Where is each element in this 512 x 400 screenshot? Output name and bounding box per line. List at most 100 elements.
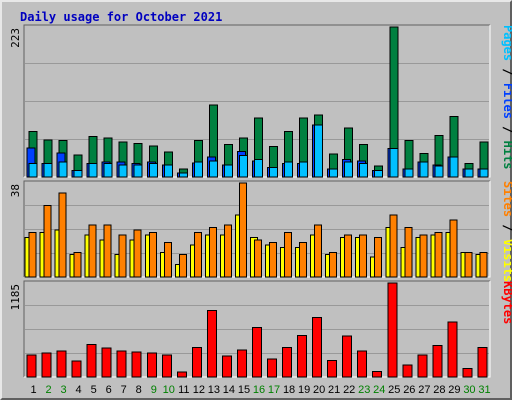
day-tick-label: 17 bbox=[268, 384, 280, 396]
kbytes-bar bbox=[462, 368, 473, 378]
kbytes-bar bbox=[161, 354, 172, 378]
sites-bar bbox=[479, 251, 488, 278]
pages-bar bbox=[314, 124, 324, 178]
pages-bar bbox=[329, 168, 339, 178]
day-tick-label: 8 bbox=[136, 384, 142, 396]
day-tick-label: 30 bbox=[463, 384, 475, 396]
sites-bar bbox=[359, 234, 368, 278]
pages-bar bbox=[73, 169, 83, 178]
kbytes-bar bbox=[101, 347, 112, 378]
kbytes-bar bbox=[447, 321, 458, 378]
kbytes-panel-edge-dark bbox=[23, 280, 490, 377]
pages-bar bbox=[88, 163, 98, 178]
pages-bar bbox=[58, 161, 68, 178]
pages-bar bbox=[464, 168, 474, 178]
sites-bar bbox=[344, 234, 353, 278]
day-tick-label: 1 bbox=[30, 384, 36, 396]
hits-legend-entry: / bbox=[501, 61, 512, 83]
kbytes-bar bbox=[251, 326, 262, 378]
hits-legend-entry: Hits bbox=[501, 141, 512, 170]
kbytes-bar bbox=[71, 360, 82, 378]
pages-bar bbox=[103, 163, 113, 178]
day-tick-label: 25 bbox=[388, 384, 400, 396]
sites-bar bbox=[223, 224, 232, 278]
day-tick-label: 28 bbox=[433, 384, 445, 396]
day-tick-label: 24 bbox=[373, 384, 385, 396]
kbytes-bar bbox=[206, 309, 217, 378]
sites-bar bbox=[238, 182, 247, 278]
day-tick-label: 11 bbox=[178, 384, 189, 396]
sites-bar bbox=[208, 227, 217, 278]
hits-panel-edge-dark bbox=[23, 24, 490, 177]
sites-bar bbox=[269, 241, 278, 278]
pages-bar bbox=[28, 163, 38, 178]
visits-legend-entry: Visits bbox=[501, 239, 512, 282]
sites-bar bbox=[88, 224, 97, 278]
day-tick-label: 4 bbox=[76, 384, 82, 396]
kbytes-bar bbox=[56, 350, 67, 378]
day-tick-label: 31 bbox=[478, 384, 490, 396]
kbytes-bar bbox=[236, 349, 247, 378]
chart-title: Daily usage for October 2021 bbox=[20, 10, 223, 24]
day-tick-label: 20 bbox=[313, 384, 325, 396]
pages-bar bbox=[118, 164, 128, 178]
pages-bar bbox=[238, 154, 248, 178]
pages-bar bbox=[133, 164, 143, 178]
pages-bar bbox=[374, 169, 384, 178]
sites-bar bbox=[464, 251, 473, 278]
pages-bar bbox=[434, 165, 444, 178]
hits-ymax-label: 223 bbox=[9, 28, 22, 48]
kbytes-legend-entry: KBytes bbox=[501, 281, 512, 324]
sites-bar bbox=[178, 254, 187, 278]
sites-bar bbox=[404, 227, 413, 278]
sites-bar bbox=[434, 231, 443, 278]
visits-ymax-label: 38 bbox=[9, 184, 22, 197]
hits-panel: 223 Pages / Files / Hits bbox=[9, 24, 512, 178]
kbytes-bar bbox=[477, 346, 488, 378]
pages-bar bbox=[479, 168, 489, 178]
kbytes-bar bbox=[282, 346, 293, 378]
hits-legend-entry: Pages bbox=[501, 25, 512, 61]
sites-bar bbox=[419, 234, 428, 278]
sites-bar bbox=[43, 204, 52, 278]
day-tick-label: 9 bbox=[151, 384, 157, 396]
pages-bar bbox=[223, 164, 233, 178]
sites-bar bbox=[103, 224, 112, 278]
pages-bar bbox=[344, 161, 354, 178]
pages-bar bbox=[163, 164, 173, 178]
day-tick-label: 12 bbox=[193, 384, 205, 396]
sites-bar bbox=[374, 236, 383, 278]
kbytes-panel: 1185 KBytes bbox=[9, 280, 512, 378]
kbytes-bar bbox=[417, 354, 428, 378]
day-tick-label: 19 bbox=[298, 384, 310, 396]
hits-legend-entry: / bbox=[501, 119, 512, 141]
kbytes-bar bbox=[402, 364, 413, 378]
kbytes-bar bbox=[176, 371, 187, 378]
day-tick-label: 21 bbox=[328, 384, 340, 396]
kbytes-bar bbox=[372, 370, 383, 378]
sites-bar bbox=[148, 231, 157, 278]
pages-bar bbox=[269, 167, 279, 178]
pages-bar bbox=[299, 161, 309, 178]
kbytes-bar bbox=[432, 345, 443, 378]
day-tick-label: 27 bbox=[418, 384, 430, 396]
pages-bar bbox=[449, 156, 459, 178]
kbytes-bar bbox=[131, 351, 142, 378]
hits-legend-entry: Files bbox=[501, 83, 512, 119]
hits-legend: Pages / Files / Hits bbox=[501, 25, 512, 170]
pages-bar bbox=[389, 148, 399, 178]
day-tick-label: 5 bbox=[91, 384, 97, 396]
sites-bar bbox=[314, 224, 323, 278]
day-tick-label: 15 bbox=[238, 384, 250, 396]
kbytes-bar bbox=[26, 354, 37, 378]
kbytes-legend: KBytes bbox=[501, 281, 512, 324]
day-tick-label: 23 bbox=[358, 384, 370, 396]
day-tick-label: 2 bbox=[45, 384, 51, 396]
visits-legend: Sites / Visits bbox=[501, 181, 512, 282]
pages-bar bbox=[404, 168, 414, 178]
pages-bar bbox=[284, 161, 294, 178]
kbytes-bar bbox=[297, 334, 308, 378]
kbytes-bar bbox=[387, 282, 398, 378]
day-tick-label: 22 bbox=[343, 384, 355, 396]
